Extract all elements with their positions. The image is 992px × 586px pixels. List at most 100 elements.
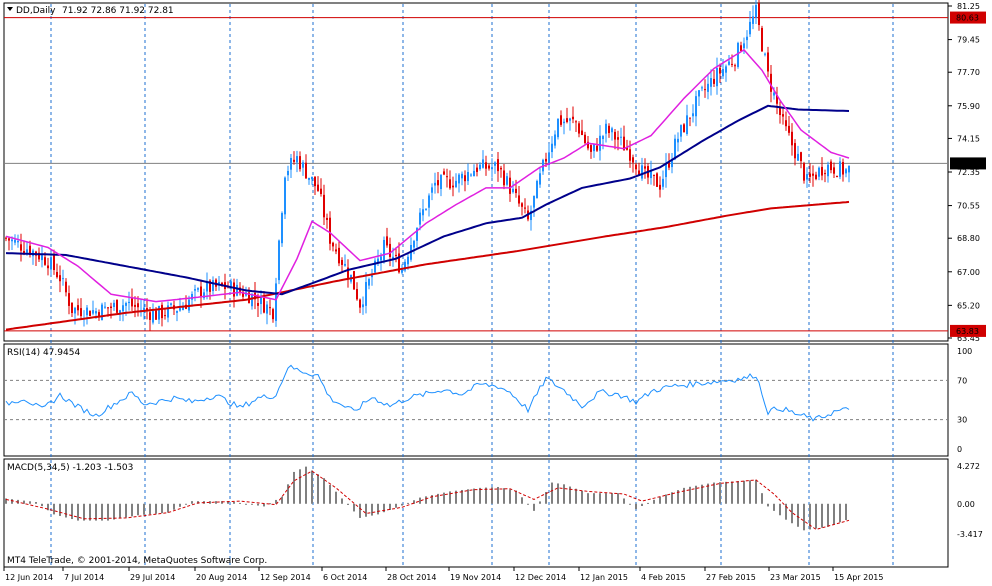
candle-body <box>554 134 556 146</box>
macd-bar <box>833 503 835 525</box>
macd-bar <box>125 503 127 518</box>
candle-body <box>308 177 310 180</box>
price-tick-label: 77.70 <box>957 68 980 77</box>
candle-body <box>593 143 595 152</box>
candle-body <box>680 125 682 137</box>
x-tick-label: 6 Oct 2014 <box>323 573 367 582</box>
candle-body <box>347 267 349 278</box>
candle-body <box>494 162 496 166</box>
candle-body <box>260 296 262 305</box>
macd-bar <box>401 503 403 506</box>
candle-body <box>431 187 433 193</box>
candle-body <box>470 174 472 176</box>
candle-body <box>179 307 181 311</box>
macd-bar <box>227 501 229 504</box>
macd-bar <box>509 489 511 504</box>
candle-body <box>386 236 388 246</box>
candle-body <box>86 307 88 316</box>
candle-body <box>521 203 523 207</box>
rsi-title: RSI(14) 47.9454 <box>7 348 80 358</box>
macd-tick-label: 4.272 <box>957 462 980 471</box>
macd-bar <box>767 503 769 507</box>
macd-bar <box>575 488 577 504</box>
candle-body <box>323 194 325 218</box>
candle-body <box>236 284 238 296</box>
macd-bar <box>725 481 727 504</box>
x-tick-label: 28 Oct 2014 <box>387 573 436 582</box>
macd-bar <box>677 490 679 504</box>
macd-bar <box>485 487 487 504</box>
candle-body <box>632 157 634 163</box>
lower-level-tag <box>950 324 986 337</box>
macd-bar <box>59 503 61 516</box>
candle-body <box>80 308 82 317</box>
candle-body <box>77 305 79 311</box>
x-tick-label: 20 Aug 2014 <box>196 573 247 582</box>
candle-body <box>344 263 346 266</box>
macd-bar <box>65 503 67 518</box>
candle-body <box>761 27 763 52</box>
candle-body <box>797 153 799 161</box>
macd-bar <box>29 501 31 504</box>
candle-body <box>359 299 361 308</box>
macd-bar <box>431 495 433 504</box>
macd-bar <box>707 483 709 504</box>
candle-body <box>413 240 415 248</box>
price-tick-label: 65.20 <box>957 301 980 310</box>
macd-bar <box>665 494 667 504</box>
chart-header: DD,Daily 71.92 72.86 71.92 72.81 <box>7 6 174 16</box>
candle-body <box>341 259 343 265</box>
candle-body <box>449 179 451 189</box>
candle-body <box>383 239 385 261</box>
candle-body <box>209 280 211 292</box>
macd-bar <box>479 487 481 504</box>
candle-body <box>437 180 439 186</box>
macd-bar <box>407 502 409 504</box>
candle-body <box>113 302 115 308</box>
candle-body <box>119 310 121 315</box>
macd-bar <box>821 503 823 528</box>
macd-bar <box>107 503 109 521</box>
macd-bar <box>293 471 295 504</box>
candle-body <box>326 217 328 220</box>
candle-body <box>380 256 382 261</box>
rsi-axis: 100 70 30 0 <box>957 347 972 454</box>
x-tick-label: 12 Jan 2015 <box>580 573 628 582</box>
candle-body <box>299 156 301 170</box>
macd-pane-frame <box>3 458 949 568</box>
candle-body <box>836 175 838 177</box>
price-tick-label: 70.55 <box>957 202 980 211</box>
macd-signal-line <box>5 470 850 530</box>
candle-body <box>689 117 691 119</box>
candle-body <box>362 304 364 308</box>
macd-bar <box>683 487 685 504</box>
candle-body <box>827 164 829 177</box>
candle-body <box>818 167 820 177</box>
candle-body <box>500 167 502 170</box>
candle-body <box>515 188 517 194</box>
candle-body <box>284 177 286 215</box>
ma-fast-line <box>5 48 850 303</box>
candle-body <box>455 180 457 188</box>
candle-body <box>707 83 709 92</box>
candle-body <box>734 65 736 67</box>
rsi-line <box>5 364 850 422</box>
candle-body <box>452 185 454 188</box>
candle-body <box>503 170 505 186</box>
macd-bar <box>245 503 247 505</box>
candle-body <box>758 3 760 26</box>
macd-bar <box>551 482 553 504</box>
candle-body <box>623 136 625 151</box>
macd-bar <box>89 503 91 521</box>
candle-body <box>635 164 637 170</box>
candle-body <box>416 228 418 241</box>
candle-body <box>266 304 268 314</box>
macd-bar <box>779 503 781 516</box>
candle-body <box>809 173 811 177</box>
dropdown-triangle-icon[interactable] <box>7 7 13 11</box>
candle-body <box>830 161 832 171</box>
candle-body <box>50 257 52 270</box>
macd-bar <box>641 503 643 506</box>
candle-body <box>371 275 373 278</box>
candle-body <box>296 156 298 163</box>
